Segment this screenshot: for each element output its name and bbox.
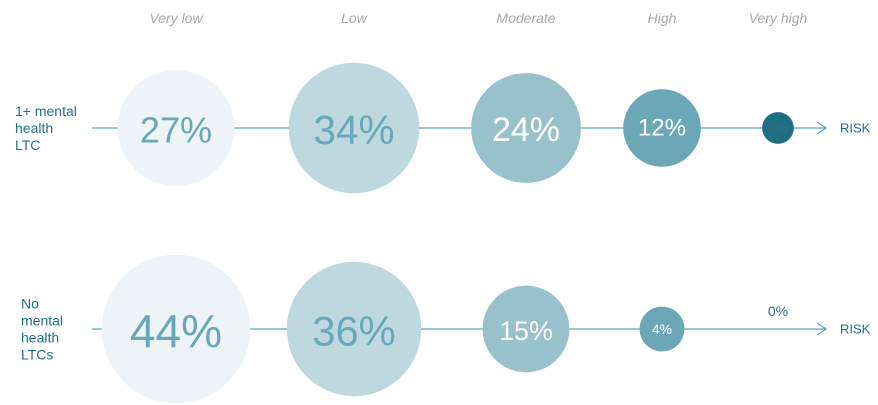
bubble-low xyxy=(288,62,420,194)
bubble-value-label: 34% xyxy=(313,107,394,153)
row-label-line: health xyxy=(15,120,53,136)
row-label-line: No xyxy=(21,296,39,312)
category-label-high: High xyxy=(648,10,677,26)
bubble-high xyxy=(639,306,685,352)
row-label-line: mental xyxy=(21,313,63,329)
bubble-value-label: 27% xyxy=(140,110,212,151)
bubble-very-low xyxy=(101,254,251,404)
bubble-very-low xyxy=(117,69,235,187)
category-label-very-high: Very high xyxy=(749,10,808,26)
row-label-line: 1+ mental xyxy=(15,103,77,119)
bubble-value-label: 0% xyxy=(768,303,788,319)
row-label-line: LTC xyxy=(15,137,40,153)
bubble-value-label: 2% xyxy=(769,121,788,136)
risk-axis-label-1: RISK xyxy=(840,121,871,136)
bubble-high xyxy=(623,89,701,167)
bubble-moderate xyxy=(482,285,570,373)
row-label-line: health xyxy=(21,330,59,346)
bubble-value-label: 24% xyxy=(492,111,560,149)
risk-axis-label-2: RISK xyxy=(840,322,871,337)
category-label-moderate: Moderate xyxy=(496,10,555,26)
bubble-value-label: 44% xyxy=(130,305,222,357)
bubble-low xyxy=(286,261,422,397)
category-label-low: Low xyxy=(341,10,368,26)
bubble-value-label: 12% xyxy=(638,115,686,142)
row-label-line: LTCs xyxy=(21,347,53,363)
bubble-moderate xyxy=(471,73,581,183)
arrow-icon xyxy=(816,121,828,135)
bubble-value-label: 36% xyxy=(312,308,395,355)
bubble-very-high xyxy=(762,112,794,144)
bubble-value-label: 4% xyxy=(652,321,672,337)
bubble-value-label: 15% xyxy=(499,316,553,346)
arrow-icon xyxy=(816,322,828,336)
category-label-very-low: Very low xyxy=(149,10,203,26)
